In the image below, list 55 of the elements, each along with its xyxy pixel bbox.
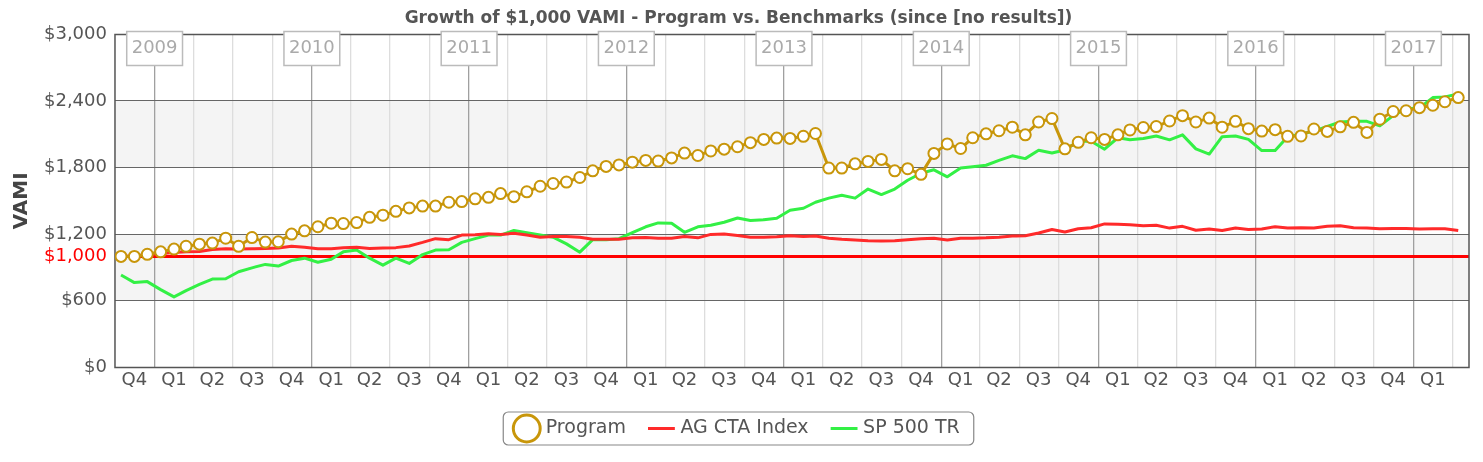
x-tick-label: Q2	[828, 367, 855, 389]
x2-tick-label: 2009	[131, 36, 178, 58]
x-tick-label: Q2	[356, 367, 383, 389]
x-tick-label: Q2	[199, 367, 226, 389]
x-tick-label: Q2	[514, 367, 540, 389]
x-tick-label: Q2	[986, 367, 1012, 389]
x2-tick-label: 2010	[288, 36, 335, 58]
legend-label: SP 500 TR	[863, 415, 960, 438]
x-tick-label: Q3	[239, 367, 265, 389]
x2-tick-label: 2013	[761, 36, 807, 58]
x-tick-label: Q2	[1143, 367, 1170, 389]
x2-tick-label: 2014	[918, 36, 965, 58]
x-tick-label: Q4	[593, 367, 619, 389]
y-tick-label: $2,400	[44, 88, 107, 110]
x-tick-label: Q4	[121, 367, 148, 389]
y-tick-label: $3,000	[44, 22, 107, 44]
y-tick-label: $0	[84, 355, 107, 377]
legend-label: AG CTA Index	[680, 415, 809, 438]
x-tick-label: Q3	[711, 367, 737, 389]
x-tick-label: Q3	[1025, 367, 1052, 389]
x2-tick-label: 2017	[1390, 36, 1437, 58]
x-tick-label: Q4	[1222, 367, 1249, 389]
x-tick-label: Q3	[1183, 367, 1209, 389]
x-tick-label: Q1	[947, 367, 974, 389]
x-tick-label: Q1	[632, 367, 659, 389]
x-tick-label: Q2	[671, 367, 698, 389]
ref-line-label: $1,000	[44, 244, 107, 266]
x-tick-label: Q2	[1301, 367, 1327, 389]
x2-tick-label: 2012	[603, 36, 650, 58]
x-tick-label: Q4	[1380, 367, 1406, 389]
chart-title: Growth of $1,000 VAMI - Program vs. Benchmarks (since [no results])	[404, 6, 1073, 27]
x2-tick-label: 2011	[446, 36, 493, 58]
x-tick-label: Q3	[868, 367, 895, 389]
y-tick-label: $1,800	[44, 155, 107, 177]
y-tick-label: $600	[61, 288, 107, 310]
x-tick-label: Q4	[436, 367, 462, 389]
x-tick-label: Q1	[161, 367, 187, 389]
x-tick-label: Q4	[1065, 367, 1092, 389]
y-axis-title: VAMI	[8, 172, 33, 230]
y-tick-label: $1,200	[44, 221, 107, 243]
x2-tick-label: 2015	[1075, 36, 1122, 58]
x-tick-label: Q4	[750, 367, 777, 389]
x-tick-label: Q3	[1340, 367, 1367, 389]
x-tick-label: Q1	[1262, 367, 1288, 389]
x-tick-label: Q1	[1105, 367, 1131, 389]
legend-label: Program	[545, 415, 626, 438]
x-tick-label: Q3	[553, 367, 580, 389]
x-tick-label: Q1	[1420, 367, 1446, 389]
x-tick-label: Q4	[278, 367, 305, 389]
x-tick-label: Q1	[318, 367, 345, 389]
x-tick-label: Q1	[475, 367, 502, 389]
x-tick-label: Q4	[908, 367, 934, 389]
x-tick-label: Q1	[790, 367, 817, 389]
x2-tick-label: 2016	[1232, 36, 1279, 58]
x-tick-label: Q3	[396, 367, 423, 389]
